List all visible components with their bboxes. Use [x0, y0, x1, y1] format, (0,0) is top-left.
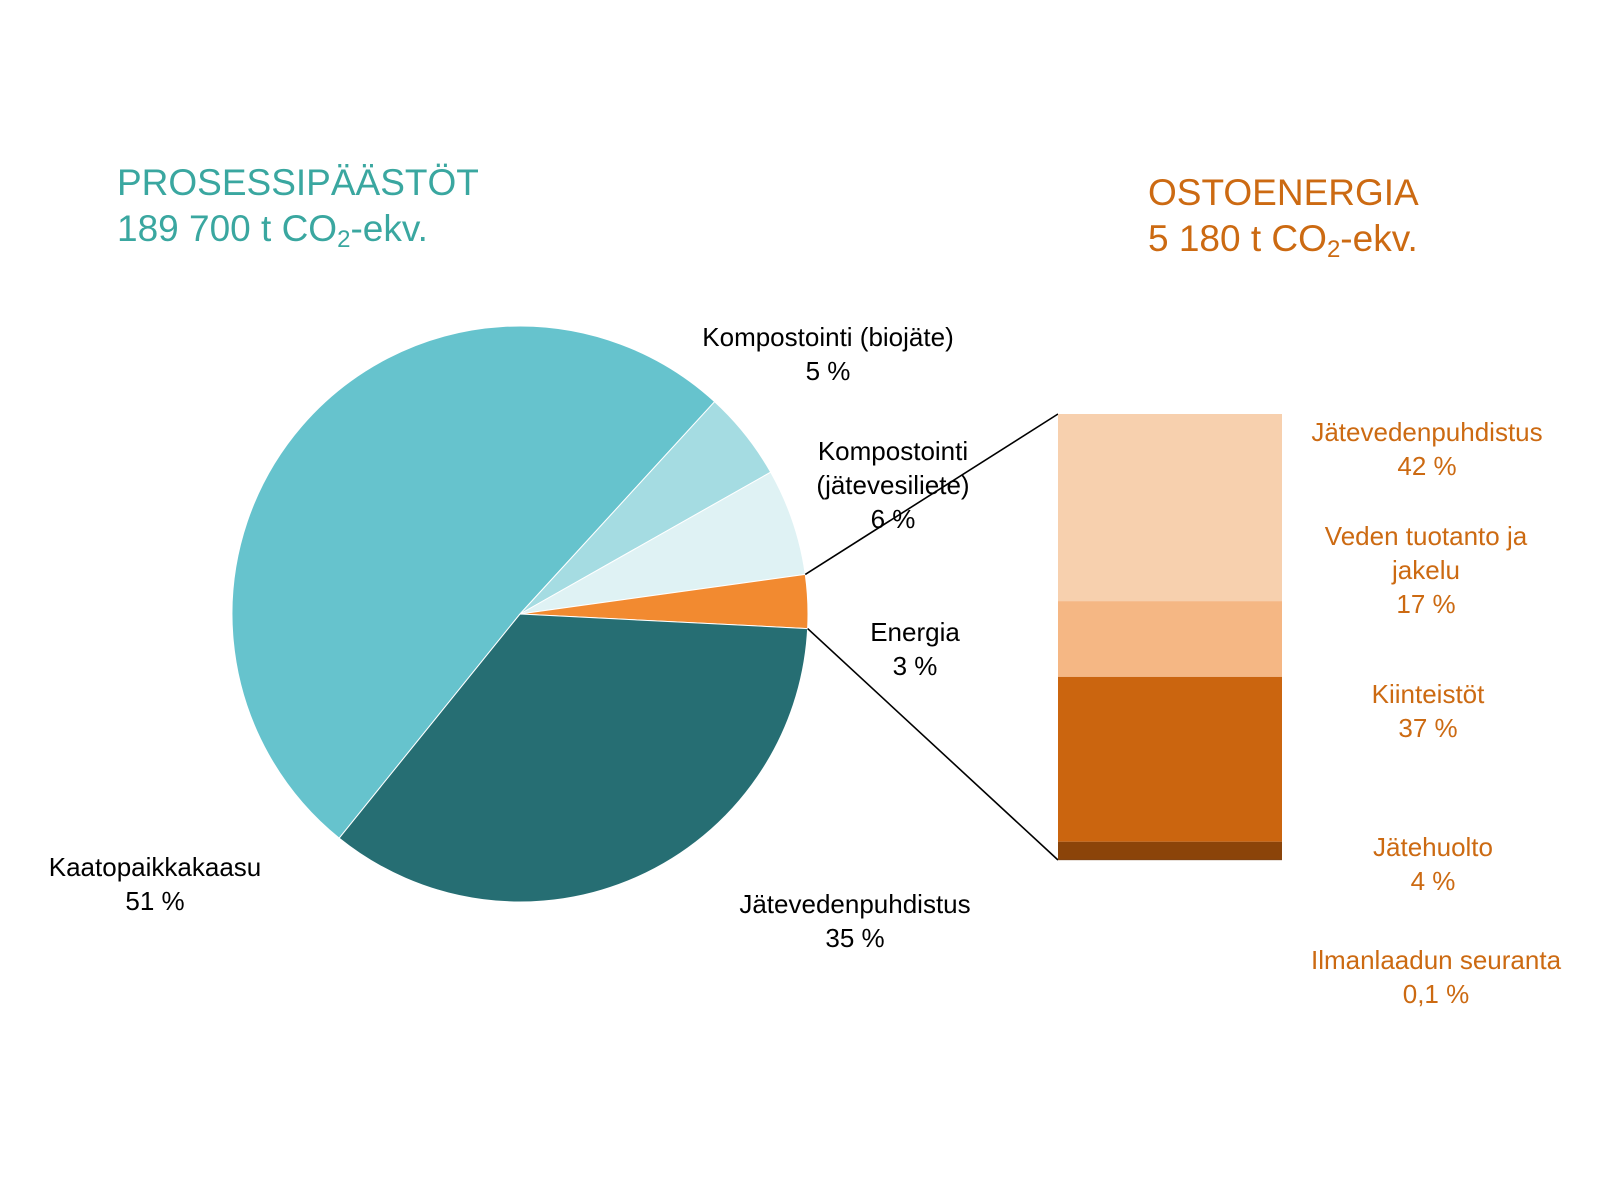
pie-label-kaatopaikka: Kaatopaikkakaasu 51 % — [48, 852, 262, 916]
pie-label-jatevesiliete: Kompostointi (jätevesiliete) 6 % — [816, 436, 970, 534]
connector-line-bottom — [807, 627, 1059, 861]
pie-slice-jatevedenpuhdistus — [338, 613, 809, 903]
bar-segment-veden-tuotanto-ja-jakelu — [1058, 601, 1282, 677]
bar-label-ilmanlaatu: Ilmanlaadun seuranta 0,1 % — [1310, 945, 1562, 1009]
process-emissions-total: 189 700 t CO2-ekv. — [117, 208, 428, 253]
process-emissions-title-line1: PROSESSIPÄÄSTÖT — [117, 162, 479, 203]
bar-label-veden-tuotanto: Veden tuotanto ja jakelu 17 % — [1324, 521, 1528, 619]
bar-label-jatehuolto: Jätehuolto 4 % — [1373, 832, 1493, 896]
bar-segment-ilmanlaadun-seuranta — [1058, 859, 1282, 861]
pie-label-energia: Energia 3 % — [870, 617, 960, 681]
stacked-bar — [1058, 414, 1282, 861]
bar-segment-jatevedenpuhdistus — [1058, 414, 1282, 602]
bar-label-jatevedenpuhdistus: Jätevedenpuhdistus 42 % — [1311, 417, 1543, 481]
process-emissions-title: PROSESSIPÄÄSTÖT 189 700 t CO2-ekv. — [117, 160, 479, 252]
purchased-energy-title-line1: OSTOENERGIA — [1148, 172, 1419, 213]
pie-slice-kaatopaikkakaasu — [231, 325, 716, 839]
purchased-energy-title: OSTOENERGIA 5 180 t CO2-ekv. — [1148, 170, 1419, 262]
pie-chart — [231, 325, 809, 903]
pie-to-bar-connectors — [804, 413, 1059, 861]
purchased-energy-total: 5 180 t CO2-ekv. — [1148, 218, 1418, 263]
pie-label-biojate: Kompostointi (biojäte) 5 % — [702, 322, 954, 386]
bar-segment-kiinteistot — [1058, 676, 1282, 842]
bar-segment-jatehuolto — [1058, 841, 1282, 860]
pie-label-jatevedenpuhdistus: Jätevedenpuhdistus 35 % — [739, 889, 971, 953]
connector-line-top — [804, 413, 1059, 576]
bar-label-kiinteistot: Kiinteistöt 37 % — [1371, 679, 1485, 743]
